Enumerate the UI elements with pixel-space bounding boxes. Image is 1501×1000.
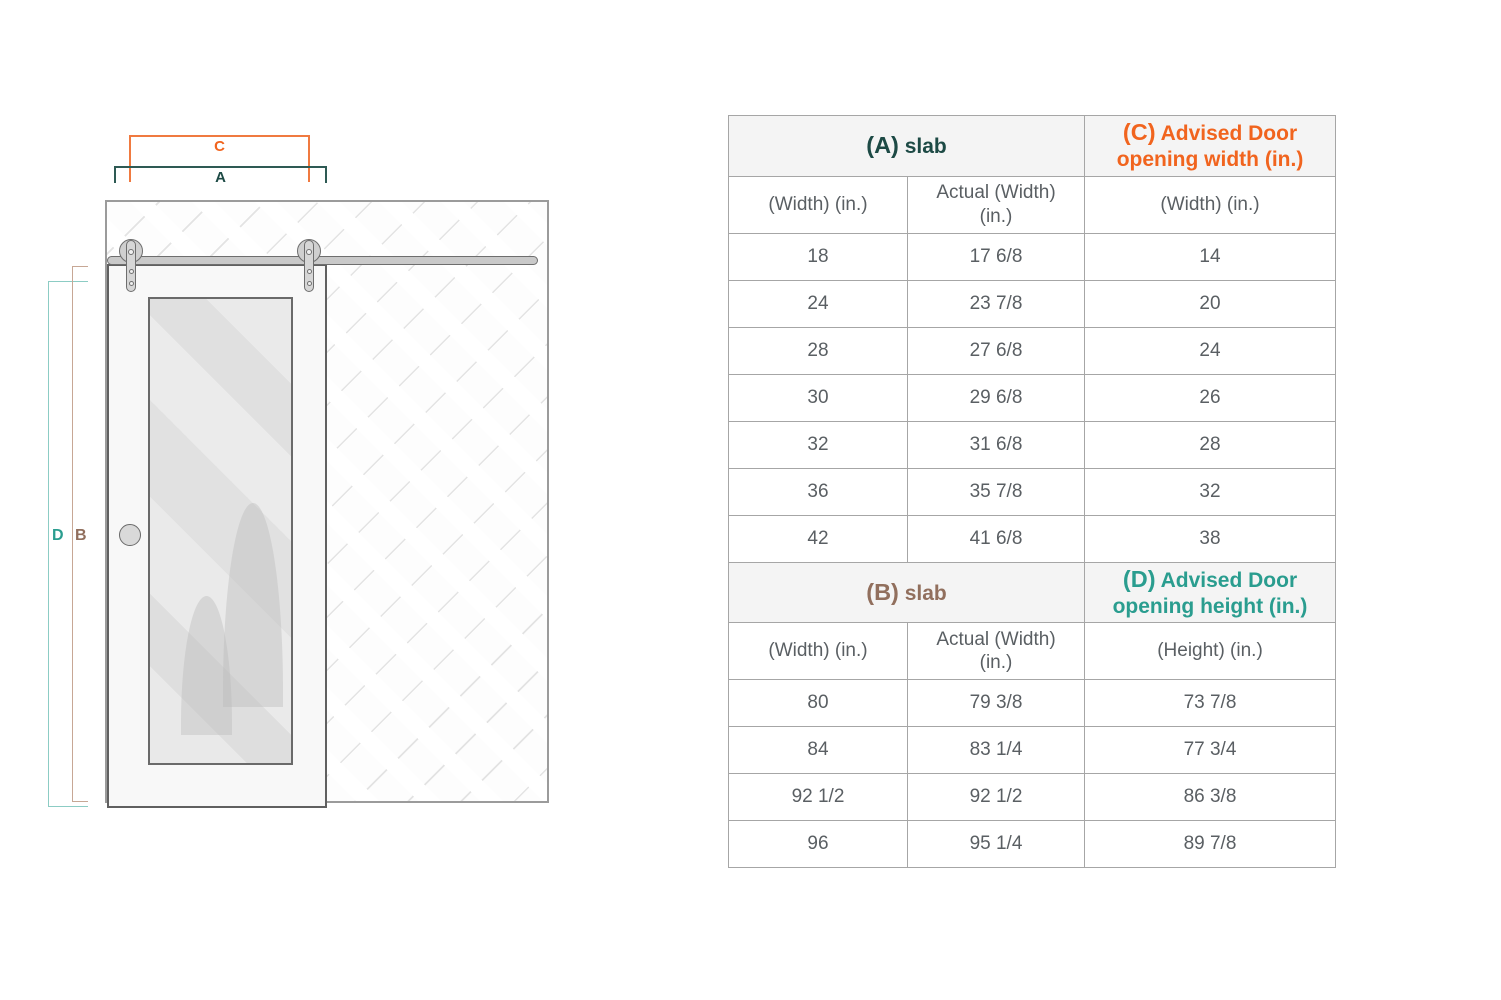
table-row: 84 83 1/4 77 3/4 <box>728 726 1336 775</box>
table-cell: 41 6/8 <box>907 514 1085 563</box>
column-header-row: (Width) (in.) Actual (Width) (in.) (Widt… <box>728 175 1336 234</box>
table-row: 92 1/2 92 1/2 86 3/8 <box>728 773 1336 822</box>
glass-reflection <box>223 503 283 708</box>
column-header: Actual (Width) (in.) <box>907 622 1085 681</box>
column-header: Actual (Width) (in.) <box>907 175 1085 234</box>
table-cell: 42 <box>728 514 908 563</box>
table-cell: 35 7/8 <box>907 467 1085 516</box>
table-row: 42 41 6/8 38 <box>728 514 1336 563</box>
hanger-strap <box>126 240 136 292</box>
barn-door <box>107 264 327 808</box>
table-cell: 26 <box>1084 373 1336 422</box>
section-header-row-a: (A) slab (C) Advised Door opening width … <box>728 115 1336 177</box>
sliding-rail <box>107 256 538 265</box>
table-cell: 28 <box>1084 420 1336 469</box>
door-knob <box>119 524 141 546</box>
dimension-label-d: D <box>52 527 64 544</box>
table-cell: 14 <box>1084 232 1336 281</box>
section-header-b-slab: (B) slab <box>728 561 1085 624</box>
table-cell: 28 <box>728 326 908 375</box>
door-size-table: (A) slab (C) Advised Door opening width … <box>728 115 1336 869</box>
section-prefix: (A) <box>866 132 899 159</box>
hanger-strap <box>304 240 314 292</box>
roller-hanger-left <box>118 238 144 292</box>
table-row: 18 17 6/8 14 <box>728 232 1336 281</box>
section-label: Advised Door opening width (in.) <box>1116 122 1304 172</box>
roller-hanger-right <box>296 238 322 292</box>
table-row: 80 79 3/8 73 7/8 <box>728 679 1336 728</box>
table-cell: 24 <box>728 279 908 328</box>
section-header-a-slab: (A) slab <box>728 115 1085 177</box>
table-cell: 38 <box>1084 514 1336 563</box>
table-cell: 32 <box>1084 467 1336 516</box>
dimension-bracket-a: A <box>114 166 327 186</box>
column-header: (Width) (in.) <box>1084 175 1336 234</box>
section-label: slab <box>904 135 947 159</box>
dimension-label-c: C <box>214 138 225 155</box>
table-cell: 32 <box>728 420 908 469</box>
wheel-hub <box>306 249 312 255</box>
section-label: Advised Door opening height (in.) <box>1112 568 1308 619</box>
column-header: (Height) (in.) <box>1084 622 1336 681</box>
strap-screw <box>128 281 134 286</box>
table-cell: 77 3/4 <box>1084 726 1336 775</box>
strap-screw <box>128 269 134 274</box>
section-prefix: (D) <box>1122 565 1156 592</box>
table-cell: 79 3/8 <box>907 679 1085 728</box>
table-cell: 27 6/8 <box>907 326 1085 375</box>
table-row: 32 31 6/8 28 <box>728 420 1336 469</box>
section-header-c-advised-width: (C) Advised Door opening width (in.) <box>1084 115 1336 177</box>
table-cell: 80 <box>728 679 908 728</box>
table-row: 30 29 6/8 26 <box>728 373 1336 422</box>
table-cell: 89 7/8 <box>1084 820 1336 869</box>
section-header-row-b: (B) slab (D) Advised Door opening height… <box>728 561 1336 624</box>
dimension-label-b: B <box>75 527 87 544</box>
table-cell: 31 6/8 <box>907 420 1085 469</box>
door-glass-panel <box>148 297 293 765</box>
strap-screw <box>306 269 312 274</box>
table-cell: 73 7/8 <box>1084 679 1336 728</box>
column-header: (Width) (in.) <box>728 622 908 681</box>
table-cell: 86 3/8 <box>1084 773 1336 822</box>
dimension-label-a: A <box>215 169 226 186</box>
dimension-bracket-c: C <box>129 135 310 182</box>
table-cell: 92 1/2 <box>728 773 908 822</box>
wheel-hub <box>128 249 134 255</box>
section-label: slab <box>904 581 947 605</box>
section-header-d-advised-height: (D) Advised Door opening height (in.) <box>1084 561 1336 624</box>
section-prefix: (B) <box>866 578 899 605</box>
table-cell: 30 <box>728 373 908 422</box>
table-cell: 83 1/4 <box>907 726 1085 775</box>
table-cell: 29 6/8 <box>907 373 1085 422</box>
table-cell: 23 7/8 <box>907 279 1085 328</box>
table-cell: 17 6/8 <box>907 232 1085 281</box>
table-cell: 24 <box>1084 326 1336 375</box>
section-prefix: (C) <box>1122 119 1156 145</box>
table-cell: 92 1/2 <box>907 773 1085 822</box>
table-cell: 20 <box>1084 279 1336 328</box>
table-cell: 95 1/4 <box>907 820 1085 869</box>
column-header: (Width) (in.) <box>728 175 908 234</box>
strap-screw <box>306 281 312 286</box>
dimension-bracket-b: B <box>72 266 88 802</box>
table-cell: 84 <box>728 726 908 775</box>
table-cell: 36 <box>728 467 908 516</box>
dimension-bracket-d: D <box>48 281 88 807</box>
column-header-row: (Width) (in.) Actual (Width) (in.) (Heig… <box>728 622 1336 681</box>
table-row: 24 23 7/8 20 <box>728 279 1336 328</box>
table-cell: 96 <box>728 820 908 869</box>
table-row: 96 95 1/4 89 7/8 <box>728 820 1336 869</box>
table-row: 28 27 6/8 24 <box>728 326 1336 375</box>
table-cell: 18 <box>728 232 908 281</box>
table-row: 36 35 7/8 32 <box>728 467 1336 516</box>
